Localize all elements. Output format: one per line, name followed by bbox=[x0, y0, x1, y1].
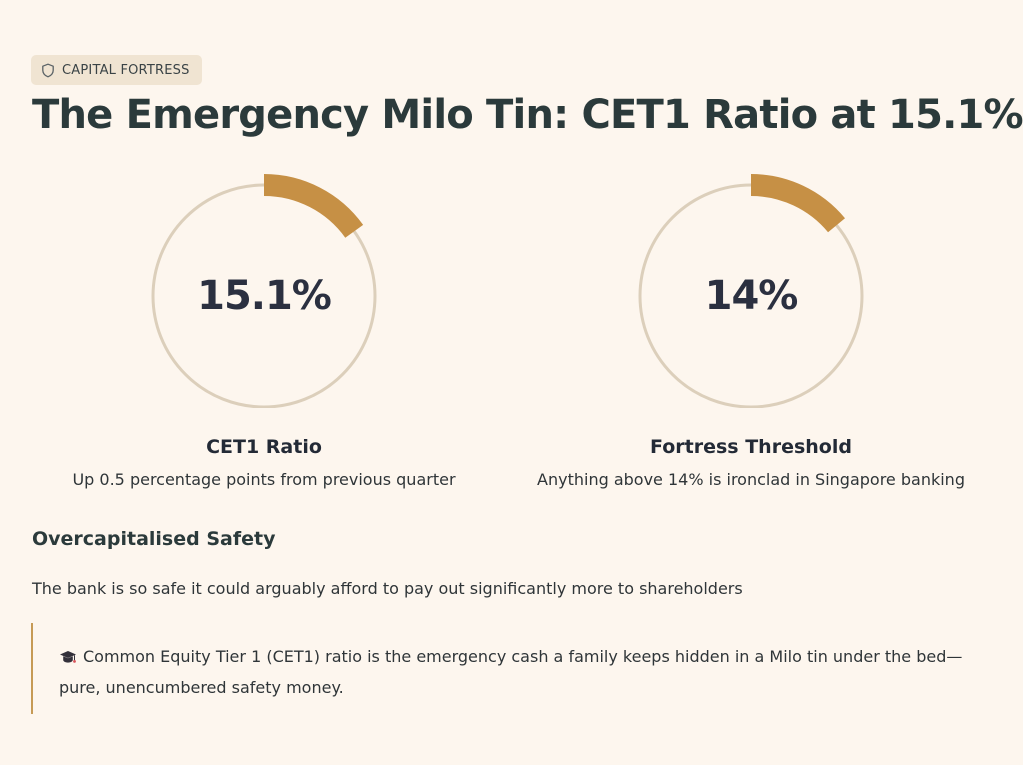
cet1-gauge-svg bbox=[151, 174, 377, 408]
gauge-fill-arc bbox=[263, 174, 364, 238]
category-badge: CAPITAL FORTRESS bbox=[31, 55, 202, 85]
section-heading: Overcapitalised Safety bbox=[32, 528, 276, 550]
fortress-threshold-card: 14% Fortress Threshold Anything above 14… bbox=[516, 168, 986, 489]
page-title: The Emergency Milo Tin: CET1 Ratio at 15… bbox=[32, 92, 1023, 138]
gauge-label: Fortress Threshold bbox=[650, 436, 852, 458]
threshold-gauge-svg bbox=[638, 174, 864, 408]
fortress-threshold-gauge: 14% bbox=[631, 168, 871, 408]
gauge-fill-arc bbox=[750, 174, 846, 233]
section-body: The bank is so safe it could arguably af… bbox=[32, 579, 743, 598]
gauge-value: 15.1% bbox=[197, 273, 332, 319]
cet1-ratio-gauge: 15.1% bbox=[144, 168, 384, 408]
shield-icon bbox=[41, 63, 55, 78]
badge-label: CAPITAL FORTRESS bbox=[62, 62, 190, 78]
callout-text: Common Equity Tier 1 (CET1) ratio is the… bbox=[59, 647, 963, 697]
graduation-cap-icon bbox=[59, 646, 77, 674]
gauge-subtext: Anything above 14% is ironclad in Singap… bbox=[537, 470, 965, 489]
gauge-subtext: Up 0.5 percentage points from previous q… bbox=[72, 470, 456, 489]
cet1-ratio-card: 15.1% CET1 Ratio Up 0.5 percentage point… bbox=[29, 168, 499, 489]
gauge-value: 14% bbox=[704, 273, 799, 319]
gauge-label: CET1 Ratio bbox=[206, 436, 322, 458]
info-callout: Common Equity Tier 1 (CET1) ratio is the… bbox=[31, 623, 991, 714]
